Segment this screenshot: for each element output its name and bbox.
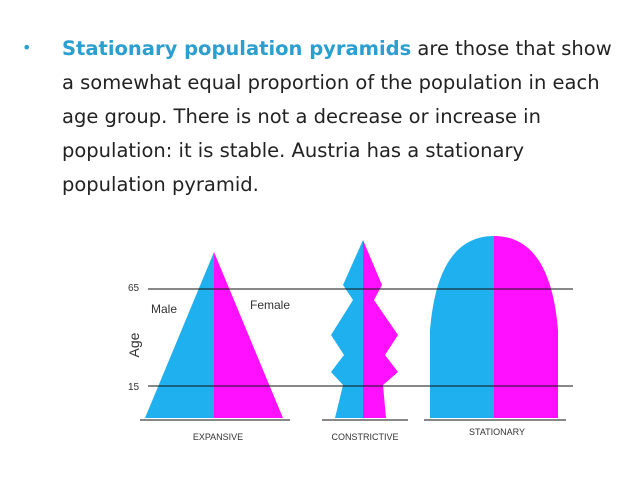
expansive-title: EXPANSIVE — [193, 432, 243, 442]
constrictive-title: CONSTRICTIVE — [331, 432, 398, 442]
expansive-female-area — [214, 252, 283, 418]
constrictive-male-area — [331, 240, 363, 418]
bullet-body: are those that show a somewhat equal pro… — [62, 37, 612, 196]
stationary-female-area — [494, 236, 558, 418]
stationary-male-area — [430, 236, 494, 418]
expansive-male-area — [145, 252, 214, 418]
bullet-dot-icon: • — [22, 38, 32, 57]
age-tick-65: 65 — [128, 283, 140, 294]
bullet-text: Stationary population pyramids are those… — [62, 32, 612, 202]
age-tick-15: 15 — [128, 382, 140, 393]
bullet-highlight: Stationary population pyramids — [62, 37, 412, 60]
legend-female-label: Female — [250, 298, 290, 312]
stationary-title: STATIONARY — [469, 427, 525, 437]
age-axis-label: Age — [126, 332, 142, 357]
constrictive-female-area — [363, 240, 398, 418]
legend-male-label: Male — [151, 302, 177, 316]
